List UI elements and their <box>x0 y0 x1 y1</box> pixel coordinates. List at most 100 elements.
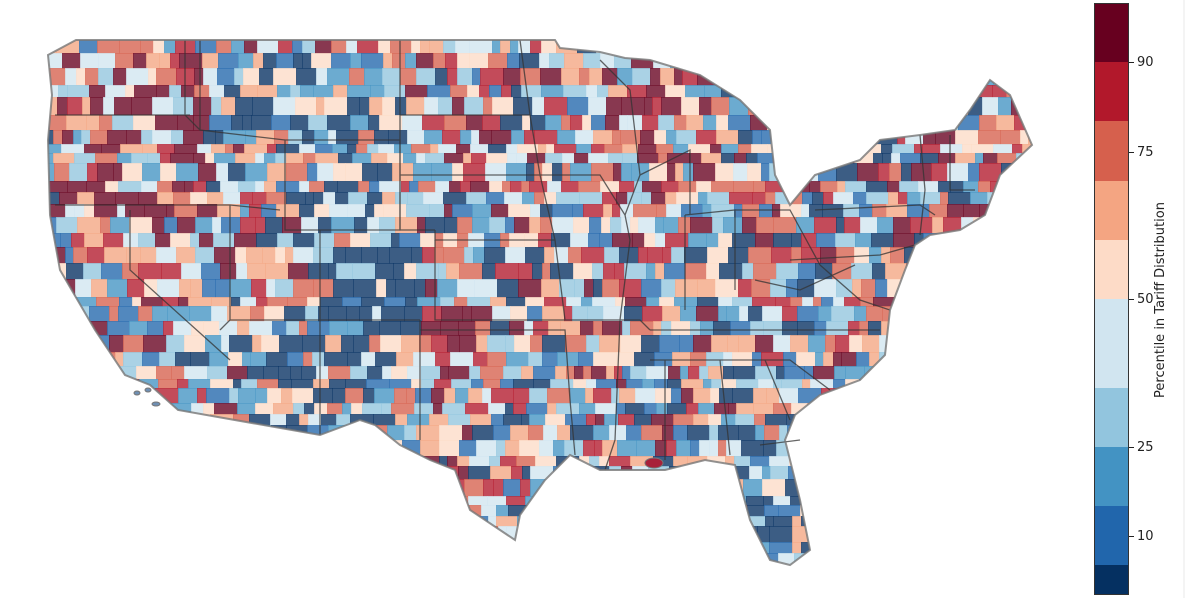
county-cell <box>159 505 176 517</box>
county-cell <box>1003 192 1026 205</box>
county-cell <box>466 192 487 205</box>
county-cell <box>702 553 724 565</box>
county-cell <box>737 53 752 69</box>
county-cell <box>604 414 619 426</box>
county-cell <box>877 505 891 517</box>
county-cell <box>856 85 870 98</box>
county-cell <box>171 366 185 380</box>
county-cell <box>913 68 933 86</box>
county-cell <box>636 440 656 457</box>
county-cell <box>249 321 273 336</box>
county-cell <box>996 335 1009 353</box>
county-cell <box>602 68 618 86</box>
county-cell <box>71 233 85 248</box>
county-cell <box>891 40 913 54</box>
county-cell <box>314 233 335 248</box>
county-cell <box>464 97 484 116</box>
county-cell <box>328 542 352 554</box>
county-cell <box>825 553 841 565</box>
county-cell <box>142 352 160 367</box>
county-cell <box>638 247 648 264</box>
county-cell <box>633 505 652 517</box>
county-cell <box>638 217 656 234</box>
county-cell <box>1002 279 1012 298</box>
county-cell <box>656 144 674 154</box>
state-border <box>754 264 856 291</box>
county-cell <box>296 516 317 527</box>
county-cell <box>490 297 507 307</box>
county-cell <box>90 352 108 367</box>
county-cell <box>229 335 253 353</box>
county-cell <box>890 553 899 565</box>
county-cell <box>329 204 348 218</box>
county-cell <box>653 321 662 336</box>
county-cell <box>991 204 1013 218</box>
county-cell <box>190 233 200 248</box>
county-cell <box>110 440 130 457</box>
county-cell <box>214 247 236 264</box>
state-border <box>814 204 936 216</box>
county-cell <box>746 153 758 164</box>
county-cell <box>802 153 816 164</box>
county-cell <box>425 505 442 517</box>
county-cell <box>563 85 587 98</box>
county-cell <box>66 321 89 336</box>
county-cell <box>502 181 511 193</box>
county-cell <box>721 568 737 584</box>
county-cell <box>238 181 256 193</box>
county-cell <box>278 366 291 380</box>
county-cell <box>109 403 133 415</box>
county-cell <box>293 233 315 248</box>
county-cell <box>159 414 178 426</box>
county-cell <box>422 466 442 480</box>
county-cell <box>103 233 124 248</box>
county-cell <box>407 414 430 426</box>
county-cell <box>186 456 199 467</box>
county-cell <box>917 53 937 69</box>
county-cell <box>184 181 194 193</box>
county-cell <box>871 40 892 54</box>
county-cell <box>157 181 173 193</box>
county-cell <box>541 40 557 54</box>
county-cell <box>390 466 405 480</box>
county-cell <box>316 97 325 116</box>
county-cell <box>588 516 609 527</box>
county-cell <box>572 204 584 218</box>
county-cell <box>596 526 619 543</box>
county-cell <box>791 247 802 264</box>
county-cell <box>891 542 906 554</box>
county-cell <box>514 217 530 234</box>
state-border <box>565 319 651 331</box>
county-cell <box>655 217 664 234</box>
county-cell <box>982 97 999 116</box>
county-cell <box>630 456 654 467</box>
county-cell <box>241 379 258 389</box>
county-cell <box>111 456 126 467</box>
county-cell <box>469 366 481 380</box>
county-cell <box>243 516 260 527</box>
county-cell <box>350 115 369 131</box>
county-cell <box>835 233 856 248</box>
colorbar-bin <box>1094 299 1129 388</box>
county-cell <box>488 144 507 154</box>
county-cell <box>815 414 834 426</box>
county-cell <box>48 479 64 497</box>
county-cell <box>141 130 153 145</box>
county-cell <box>939 516 961 527</box>
county-cell <box>274 505 284 517</box>
county-cell <box>868 321 882 336</box>
county-cell <box>627 85 647 98</box>
county-cell <box>860 217 878 234</box>
state-border <box>639 148 691 215</box>
county-cell <box>975 153 984 164</box>
county-cell <box>736 85 760 98</box>
county-cell <box>307 321 330 336</box>
county-cell <box>834 516 857 527</box>
county-cell <box>690 321 701 336</box>
county-cell <box>454 297 468 307</box>
county-cell <box>424 479 444 497</box>
county-cell <box>240 297 257 307</box>
county-cell <box>950 297 964 307</box>
county-cell <box>646 85 666 98</box>
county-cell <box>662 516 674 527</box>
